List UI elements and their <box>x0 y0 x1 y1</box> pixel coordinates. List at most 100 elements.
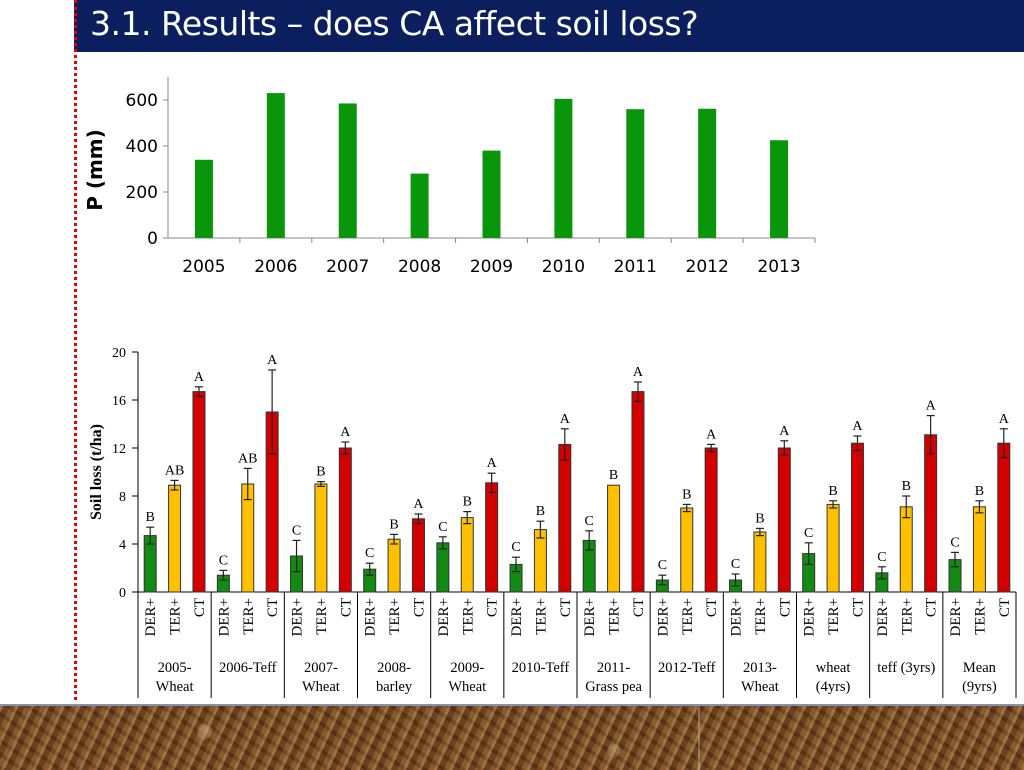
soil-loss-bar-terplus <box>314 483 328 593</box>
significance-letter: C <box>658 558 667 573</box>
treatment-label: DER+ <box>729 598 745 636</box>
significance-letter: A <box>706 427 717 442</box>
group-label: 2009- <box>450 660 484 676</box>
precip-bar <box>626 109 645 238</box>
group-label: Grass pea <box>585 679 642 695</box>
group-label: wheat <box>816 660 851 676</box>
treatment-label: TER+ <box>460 598 476 635</box>
x-tick-label: 2010 <box>542 257 585 277</box>
treatment-label: CT <box>704 598 720 617</box>
y-tick-label: 600 <box>126 91 158 111</box>
treatment-label: DER+ <box>948 598 964 636</box>
soil-loss-bar-terplus <box>972 506 986 593</box>
treatment-label: CT <box>192 598 208 617</box>
soil-loss-bar-ct <box>924 434 938 593</box>
treatment-label: CT <box>631 598 647 617</box>
treatment-label: CT <box>558 598 574 617</box>
group-label: 2005- <box>158 660 192 676</box>
significance-letter: A <box>194 370 205 385</box>
significance-letter: A <box>267 353 278 368</box>
slide-header: 3.1. Results – does CA affect soil loss? <box>74 0 1024 52</box>
precipitation-chart: 0 200 400 600 2005 2006 2007 2008 2009 2010 2011 20… <box>83 77 816 277</box>
significance-letter: C <box>585 514 594 529</box>
treatment-label: DER+ <box>143 598 159 636</box>
x-tick-label: 2012 <box>686 257 729 277</box>
y-tick-label: 200 <box>126 183 158 203</box>
group-label: 2008- <box>377 660 411 676</box>
soil-loss-bar-terplus <box>533 529 547 593</box>
soil-loss-bar-ct <box>777 447 791 593</box>
x-tick-label: 2005 <box>182 257 225 277</box>
soil-loss-bar-ct <box>485 482 499 593</box>
treatment-label: DER+ <box>802 598 818 636</box>
group-label: barley <box>376 679 413 695</box>
soil-loss-bar-terplus <box>753 531 767 593</box>
significance-letter: C <box>804 526 813 541</box>
group-label: (4yrs) <box>816 679 851 695</box>
soil-loss-bar-ct <box>558 443 572 593</box>
soil-loss-bar-terplus <box>460 517 474 593</box>
y-tick-label: 16 <box>112 394 126 409</box>
precip-bar <box>554 98 573 238</box>
soil-loss-bar-ct <box>631 391 645 593</box>
significance-letter: A <box>413 497 424 512</box>
treatment-label: TER+ <box>972 598 988 635</box>
treatment-label: TER+ <box>387 598 403 635</box>
treatment-label: DER+ <box>290 598 306 636</box>
significance-letter: A <box>340 425 351 440</box>
soil-loss-bar-ct <box>997 442 1011 593</box>
x-tick-label: 2011 <box>614 257 657 277</box>
significance-letter: B <box>146 510 155 525</box>
significance-letter: B <box>975 484 984 499</box>
significance-letter: C <box>877 550 886 565</box>
soil-texture-banner <box>0 704 1024 770</box>
group-label: Mean <box>963 660 997 676</box>
significance-letter: C <box>511 540 520 555</box>
treatment-label: DER+ <box>436 598 452 636</box>
x-tick-label: 2008 <box>398 257 441 277</box>
soil-loss-bar-ct <box>704 447 718 593</box>
precip-bar <box>482 150 501 238</box>
slide-title: 3.1. Results – does CA affect soil loss? <box>90 4 699 43</box>
significance-letter: C <box>950 535 959 550</box>
significance-letter: AB <box>238 451 257 466</box>
significance-letter: A <box>487 456 498 471</box>
soil-loss-bar-terplus <box>899 506 913 593</box>
significance-letter: B <box>389 517 398 532</box>
x-tick-label: 2013 <box>757 257 800 277</box>
soil-loss-bar-terplus <box>168 484 182 593</box>
significance-letter: B <box>609 468 618 483</box>
significance-letter: AB <box>165 463 184 478</box>
group-label: teff (3yrs) <box>877 660 935 676</box>
treatment-label: DER+ <box>655 598 671 636</box>
group-label: 2006-Teff <box>219 660 277 676</box>
group-label: Wheat <box>302 679 340 695</box>
treatment-label: TER+ <box>241 598 257 635</box>
significance-letter: A <box>852 419 863 434</box>
precip-bar <box>266 93 285 238</box>
significance-letter: B <box>902 479 911 494</box>
treatment-label: DER+ <box>216 598 232 636</box>
treatment-label: DER+ <box>363 598 379 636</box>
treatment-label: DER+ <box>875 598 891 636</box>
treatment-label: DER+ <box>582 598 598 636</box>
significance-letter: C <box>438 520 447 535</box>
treatment-label: TER+ <box>680 598 696 635</box>
treatment-label: CT <box>924 598 940 617</box>
x-tick-label: 2009 <box>470 257 513 277</box>
soil-loss-bar-terplus <box>826 503 840 593</box>
soil-loss-bar-terplus <box>607 484 621 593</box>
group-label: Wheat <box>741 679 779 695</box>
soil-loss-bar-derplus <box>436 542 450 593</box>
treatment-label: CT <box>411 598 427 617</box>
y-tick-label: 0 <box>119 586 126 601</box>
y-tick-label: 4 <box>119 538 126 553</box>
precip-bar <box>698 108 717 238</box>
significance-letter: B <box>828 484 837 499</box>
group-label: 2012-Teff <box>658 660 716 676</box>
significance-letter: C <box>731 557 740 572</box>
soil-loss-bar-ct <box>338 447 352 593</box>
treatment-label: TER+ <box>533 598 549 635</box>
significance-letter: B <box>463 495 472 510</box>
